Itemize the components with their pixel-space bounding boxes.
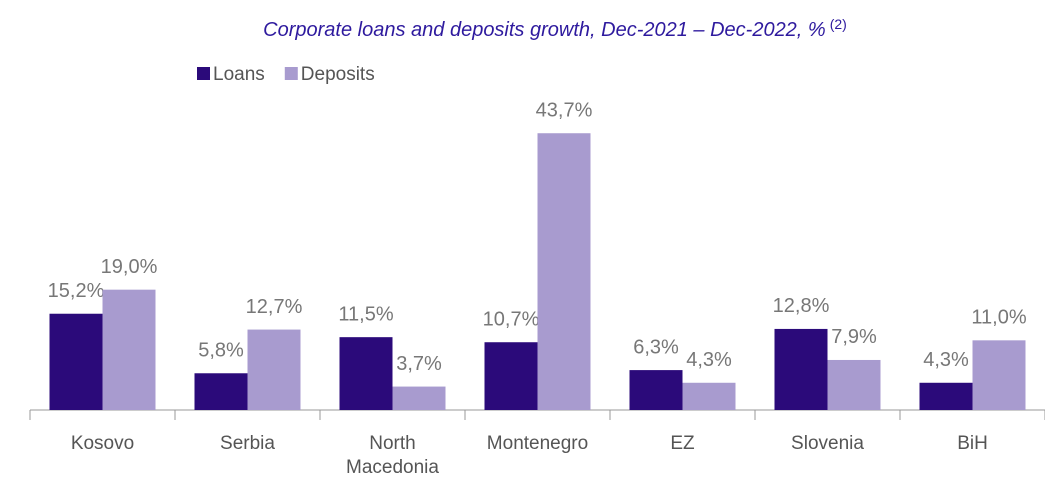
- bar: [629, 370, 683, 410]
- data-label: 4,3%: [923, 349, 969, 371]
- x-tick-label: BiH: [957, 433, 988, 454]
- bar: [102, 289, 156, 410]
- data-label: 10,7%: [483, 309, 540, 331]
- bar: [49, 313, 103, 410]
- chart-title: Corporate loans and deposits growth, Dec…: [263, 16, 847, 42]
- data-label: 6,3%: [633, 336, 679, 358]
- data-label: 5,8%: [198, 340, 244, 362]
- legend-swatch: [284, 67, 298, 80]
- data-label: 12,8%: [773, 295, 830, 317]
- legend-label: Deposits: [301, 64, 375, 85]
- x-tick-label: Serbia: [220, 433, 275, 454]
- bar: [972, 340, 1026, 410]
- bar: [392, 386, 446, 410]
- legend-label: Loans: [213, 64, 265, 85]
- bar: [774, 328, 828, 410]
- data-label: 15,2%: [48, 280, 105, 302]
- x-tick-label: Montenegro: [486, 433, 589, 454]
- title-text: Corporate loans and deposits growth, Dec…: [263, 19, 826, 41]
- bar: [682, 382, 736, 410]
- bar: [247, 329, 301, 410]
- data-label: 43,7%: [536, 100, 593, 122]
- legend-swatch: [197, 67, 210, 80]
- data-label: 3,7%: [396, 353, 442, 375]
- data-label: 7,9%: [831, 326, 877, 348]
- bar: [827, 359, 881, 410]
- data-label: 19,0%: [101, 256, 158, 278]
- bar: [919, 382, 973, 410]
- data-label: 11,0%: [971, 307, 1026, 329]
- x-tick-label: Kosovo: [70, 433, 135, 454]
- data-label: 11,5%: [338, 303, 393, 325]
- x-tick-label: Slovenia: [791, 433, 864, 454]
- x-tick-label: EZ: [670, 433, 695, 454]
- bar: [537, 133, 591, 410]
- title-superscript: (2): [830, 16, 847, 32]
- bar: [339, 337, 393, 410]
- bar: [194, 373, 248, 410]
- data-label: 4,3%: [686, 349, 732, 371]
- bar: [484, 342, 538, 410]
- x-tick-label: North Macedonia: [346, 433, 439, 478]
- data-label: 12,7%: [246, 296, 303, 318]
